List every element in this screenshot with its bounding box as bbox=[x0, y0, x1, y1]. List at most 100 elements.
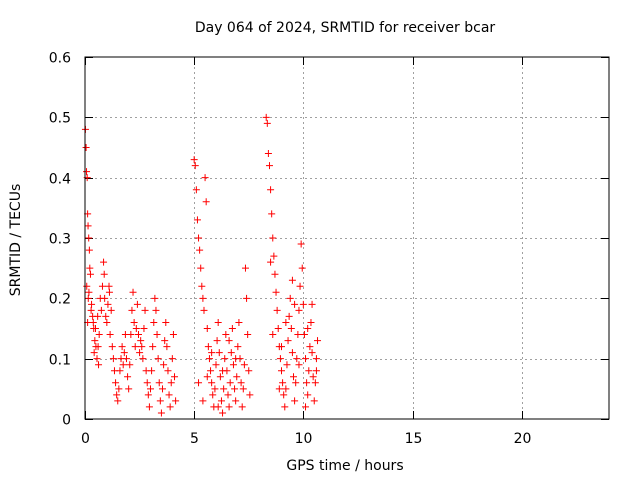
data-point bbox=[214, 318, 222, 326]
data-point bbox=[294, 331, 302, 339]
data-point bbox=[299, 300, 307, 308]
x-tick-label: 0 bbox=[81, 431, 90, 447]
data-point bbox=[298, 264, 306, 272]
data-point bbox=[198, 282, 206, 290]
data-point bbox=[205, 355, 213, 363]
data-point bbox=[139, 355, 147, 363]
data-point bbox=[243, 294, 251, 302]
data-point bbox=[195, 379, 203, 387]
data-point bbox=[263, 119, 271, 127]
data-point bbox=[220, 385, 228, 393]
data-point bbox=[284, 337, 292, 345]
data-point bbox=[85, 234, 93, 242]
data-point bbox=[295, 306, 303, 314]
data-point bbox=[195, 234, 203, 242]
data-point bbox=[97, 306, 105, 314]
data-point bbox=[245, 367, 253, 375]
data-point bbox=[233, 373, 241, 381]
y-tick-label: 0.2 bbox=[49, 292, 71, 308]
x-tick-label: 5 bbox=[190, 431, 199, 447]
data-point bbox=[292, 379, 300, 387]
data-point bbox=[191, 162, 199, 170]
data-point bbox=[119, 361, 127, 369]
data-point bbox=[164, 367, 172, 375]
data-point bbox=[144, 391, 152, 399]
data-point bbox=[215, 349, 223, 357]
data-point bbox=[244, 331, 252, 339]
data-point bbox=[133, 300, 141, 308]
data-point bbox=[278, 343, 285, 351]
data-point bbox=[95, 331, 103, 339]
data-point bbox=[143, 379, 151, 387]
data-point bbox=[197, 264, 205, 272]
data-point bbox=[106, 331, 114, 339]
data-point bbox=[271, 270, 279, 278]
data-point bbox=[125, 385, 133, 393]
data-point bbox=[209, 391, 217, 399]
data-point bbox=[137, 337, 145, 345]
data-point bbox=[122, 355, 130, 363]
data-point bbox=[95, 361, 103, 369]
data-point bbox=[267, 258, 275, 266]
data-point bbox=[104, 300, 112, 308]
data-point bbox=[302, 355, 310, 363]
data-point bbox=[100, 270, 108, 278]
data-point bbox=[93, 355, 101, 363]
data-point bbox=[112, 379, 120, 387]
data-point bbox=[83, 168, 91, 176]
data-point bbox=[227, 349, 235, 357]
data-point bbox=[219, 367, 227, 375]
data-point bbox=[145, 403, 153, 411]
data-point bbox=[304, 325, 312, 332]
data-point bbox=[282, 318, 290, 326]
x-axis-label: GPS time / hours bbox=[286, 458, 403, 474]
y-tick-label: 0.5 bbox=[49, 111, 71, 127]
data-point bbox=[128, 306, 136, 314]
data-point bbox=[273, 306, 281, 314]
data-point bbox=[162, 318, 170, 326]
data-point bbox=[118, 343, 126, 351]
data-point bbox=[219, 409, 227, 417]
data-point bbox=[94, 343, 102, 351]
data-point bbox=[264, 150, 272, 158]
data-point bbox=[269, 234, 277, 242]
data-point bbox=[154, 355, 162, 363]
data-point bbox=[226, 379, 234, 387]
data-point bbox=[237, 379, 245, 387]
data-point bbox=[140, 325, 148, 332]
data-point bbox=[116, 367, 124, 375]
data-point bbox=[136, 349, 144, 357]
data-point bbox=[147, 385, 154, 393]
data-point bbox=[239, 385, 247, 393]
data-point bbox=[149, 343, 157, 351]
data-point bbox=[234, 343, 242, 351]
data-point bbox=[84, 294, 92, 302]
tick-labels: 0 0.1 0.2 0.3 0.4 0.5 0.6 0 5 10 15 20 bbox=[49, 51, 532, 448]
data-point bbox=[90, 349, 98, 357]
data-point bbox=[155, 379, 163, 387]
data-point bbox=[310, 397, 318, 405]
data-point bbox=[280, 391, 288, 399]
data-point bbox=[240, 361, 248, 369]
data-point bbox=[101, 294, 109, 302]
data-point bbox=[103, 318, 111, 326]
data-point bbox=[134, 331, 142, 339]
data-point bbox=[312, 367, 320, 375]
data-point bbox=[88, 300, 96, 308]
data-point bbox=[306, 343, 314, 351]
data-point bbox=[288, 349, 296, 357]
data-point bbox=[87, 306, 95, 314]
data-point bbox=[152, 306, 160, 314]
x-tick-label: 15 bbox=[405, 431, 423, 447]
data-point bbox=[305, 367, 313, 375]
data-point bbox=[166, 403, 174, 411]
data-point bbox=[115, 385, 123, 393]
data-point bbox=[102, 312, 110, 320]
data-point bbox=[109, 355, 117, 363]
data-point bbox=[291, 300, 299, 308]
data-point bbox=[159, 385, 167, 393]
data-point bbox=[303, 379, 311, 387]
data-point bbox=[207, 367, 215, 375]
data-point bbox=[232, 397, 240, 405]
